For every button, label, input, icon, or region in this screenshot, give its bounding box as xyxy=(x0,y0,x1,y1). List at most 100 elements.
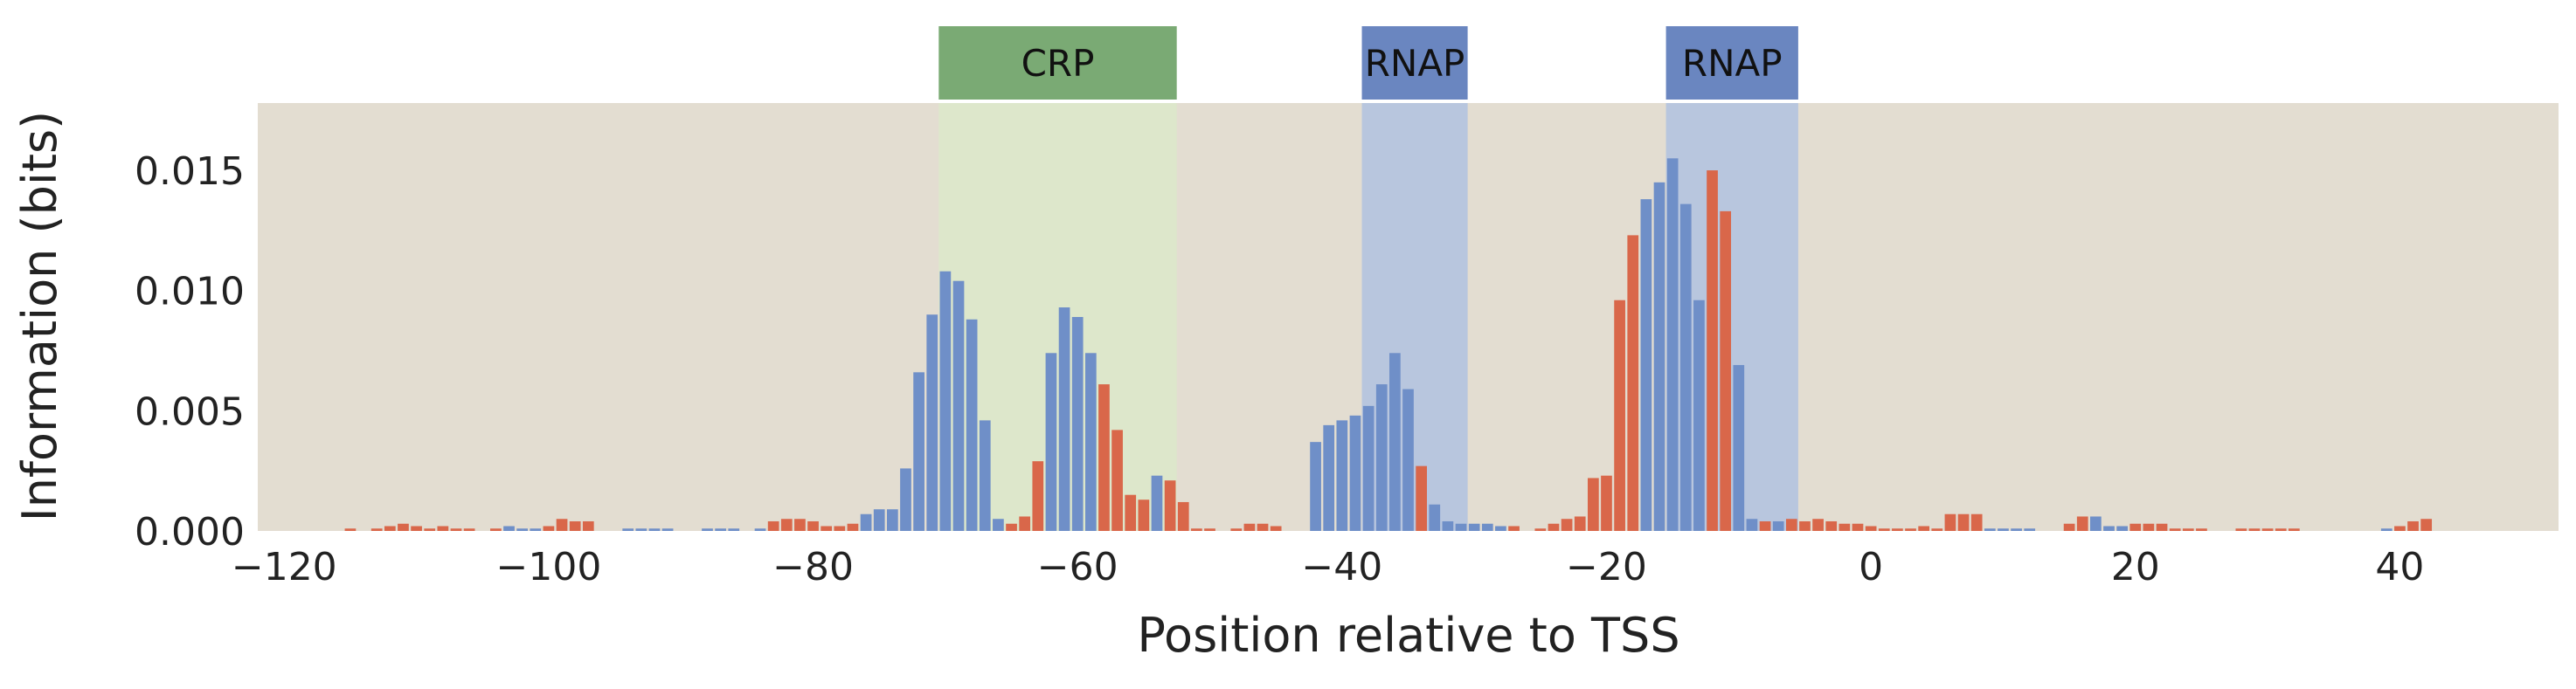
bar xyxy=(2011,528,2022,531)
bar xyxy=(1746,519,1758,531)
bar xyxy=(1812,519,1824,531)
bar xyxy=(1931,528,1943,531)
bar xyxy=(1270,526,1282,531)
bar xyxy=(1825,520,1838,531)
bar xyxy=(834,526,846,531)
y-tick-label: 0.005 xyxy=(135,389,245,434)
bar xyxy=(860,513,872,531)
bar xyxy=(2248,528,2261,531)
region-label-rnap: RNAP xyxy=(1365,42,1465,85)
bar xyxy=(847,523,859,531)
bar xyxy=(1481,523,1493,531)
bar xyxy=(1204,528,1215,531)
bar xyxy=(1349,415,1361,531)
x-tick-label: 40 xyxy=(2375,545,2424,589)
bar xyxy=(635,528,647,531)
bar xyxy=(1230,528,1243,531)
x-axis-label: Position relative to TSS xyxy=(1137,608,1679,663)
bar xyxy=(1111,430,1123,531)
bar xyxy=(767,520,779,531)
bar xyxy=(516,528,528,531)
bar xyxy=(2169,528,2181,531)
bar xyxy=(1799,520,1811,531)
bar xyxy=(2156,523,2168,531)
bar xyxy=(1614,300,1625,531)
bar xyxy=(1984,528,1996,531)
bar xyxy=(1402,389,1414,531)
bar xyxy=(1151,475,1163,531)
x-tick-label: −60 xyxy=(1037,545,1118,589)
bar xyxy=(1852,523,1864,531)
bar xyxy=(1918,526,1930,531)
bar xyxy=(2289,528,2300,531)
bar xyxy=(993,519,1004,531)
bar xyxy=(582,520,594,531)
bar xyxy=(569,520,581,531)
bar xyxy=(463,528,475,531)
bar xyxy=(1138,500,1150,531)
bar xyxy=(952,280,965,531)
bar xyxy=(1362,405,1375,531)
bar xyxy=(939,271,952,531)
bar xyxy=(2090,516,2102,531)
bar xyxy=(1759,520,1771,531)
bar xyxy=(556,519,568,531)
bar xyxy=(1970,513,1983,531)
bar xyxy=(1323,424,1335,531)
bar xyxy=(2394,526,2406,531)
bar xyxy=(1177,501,1189,531)
bar xyxy=(1561,519,1573,531)
bar xyxy=(780,519,793,531)
bar xyxy=(2063,523,2075,531)
region-label-crp: CRP xyxy=(1021,42,1095,85)
bar xyxy=(1998,528,2009,531)
bar xyxy=(1720,210,1732,531)
bar xyxy=(2129,523,2142,531)
bar xyxy=(926,314,938,531)
bar xyxy=(370,528,383,531)
x-tick-label: −120 xyxy=(232,545,337,589)
bar xyxy=(1389,353,1401,531)
x-axis-ticks: −120 −100 −80 −60 −40 −20 0 20 40 xyxy=(232,545,2425,589)
bar xyxy=(728,528,740,531)
bar xyxy=(2076,516,2088,531)
bar xyxy=(2275,528,2287,531)
y-axis-ticks: 0.000 0.005 0.010 0.015 xyxy=(135,149,245,555)
region-label-rnap: RNAP xyxy=(1682,42,1783,85)
bar xyxy=(1534,528,1547,531)
bar xyxy=(2143,523,2155,531)
y-tick-label: 0.015 xyxy=(135,149,245,194)
bar xyxy=(2182,528,2194,531)
bar xyxy=(411,526,422,531)
y-tick-label: 0.000 xyxy=(135,510,245,555)
bar xyxy=(715,528,726,531)
bar xyxy=(794,519,806,531)
bar xyxy=(1601,475,1612,531)
bar xyxy=(900,468,911,531)
bar xyxy=(1892,528,1903,531)
bar xyxy=(1098,384,1110,531)
bar xyxy=(1084,353,1097,531)
bar xyxy=(2261,528,2274,531)
bar xyxy=(1839,523,1851,531)
bar xyxy=(1587,478,1599,531)
bar xyxy=(1878,528,1890,531)
bar xyxy=(1019,516,1031,531)
bar xyxy=(702,528,713,531)
bar xyxy=(807,520,819,531)
bar xyxy=(966,319,978,531)
bar xyxy=(344,528,357,531)
bar xyxy=(1032,461,1044,531)
region-label-box-rnap xyxy=(1665,26,1798,100)
bar xyxy=(1707,170,1718,531)
bar xyxy=(2024,528,2036,531)
x-tick-label: −80 xyxy=(772,545,854,589)
x-tick-label: 0 xyxy=(1859,545,1883,589)
bar xyxy=(754,528,766,531)
bar xyxy=(1865,526,1877,531)
bar xyxy=(543,526,555,531)
bar xyxy=(437,526,449,531)
bar xyxy=(2235,528,2247,531)
bar xyxy=(1058,307,1070,531)
